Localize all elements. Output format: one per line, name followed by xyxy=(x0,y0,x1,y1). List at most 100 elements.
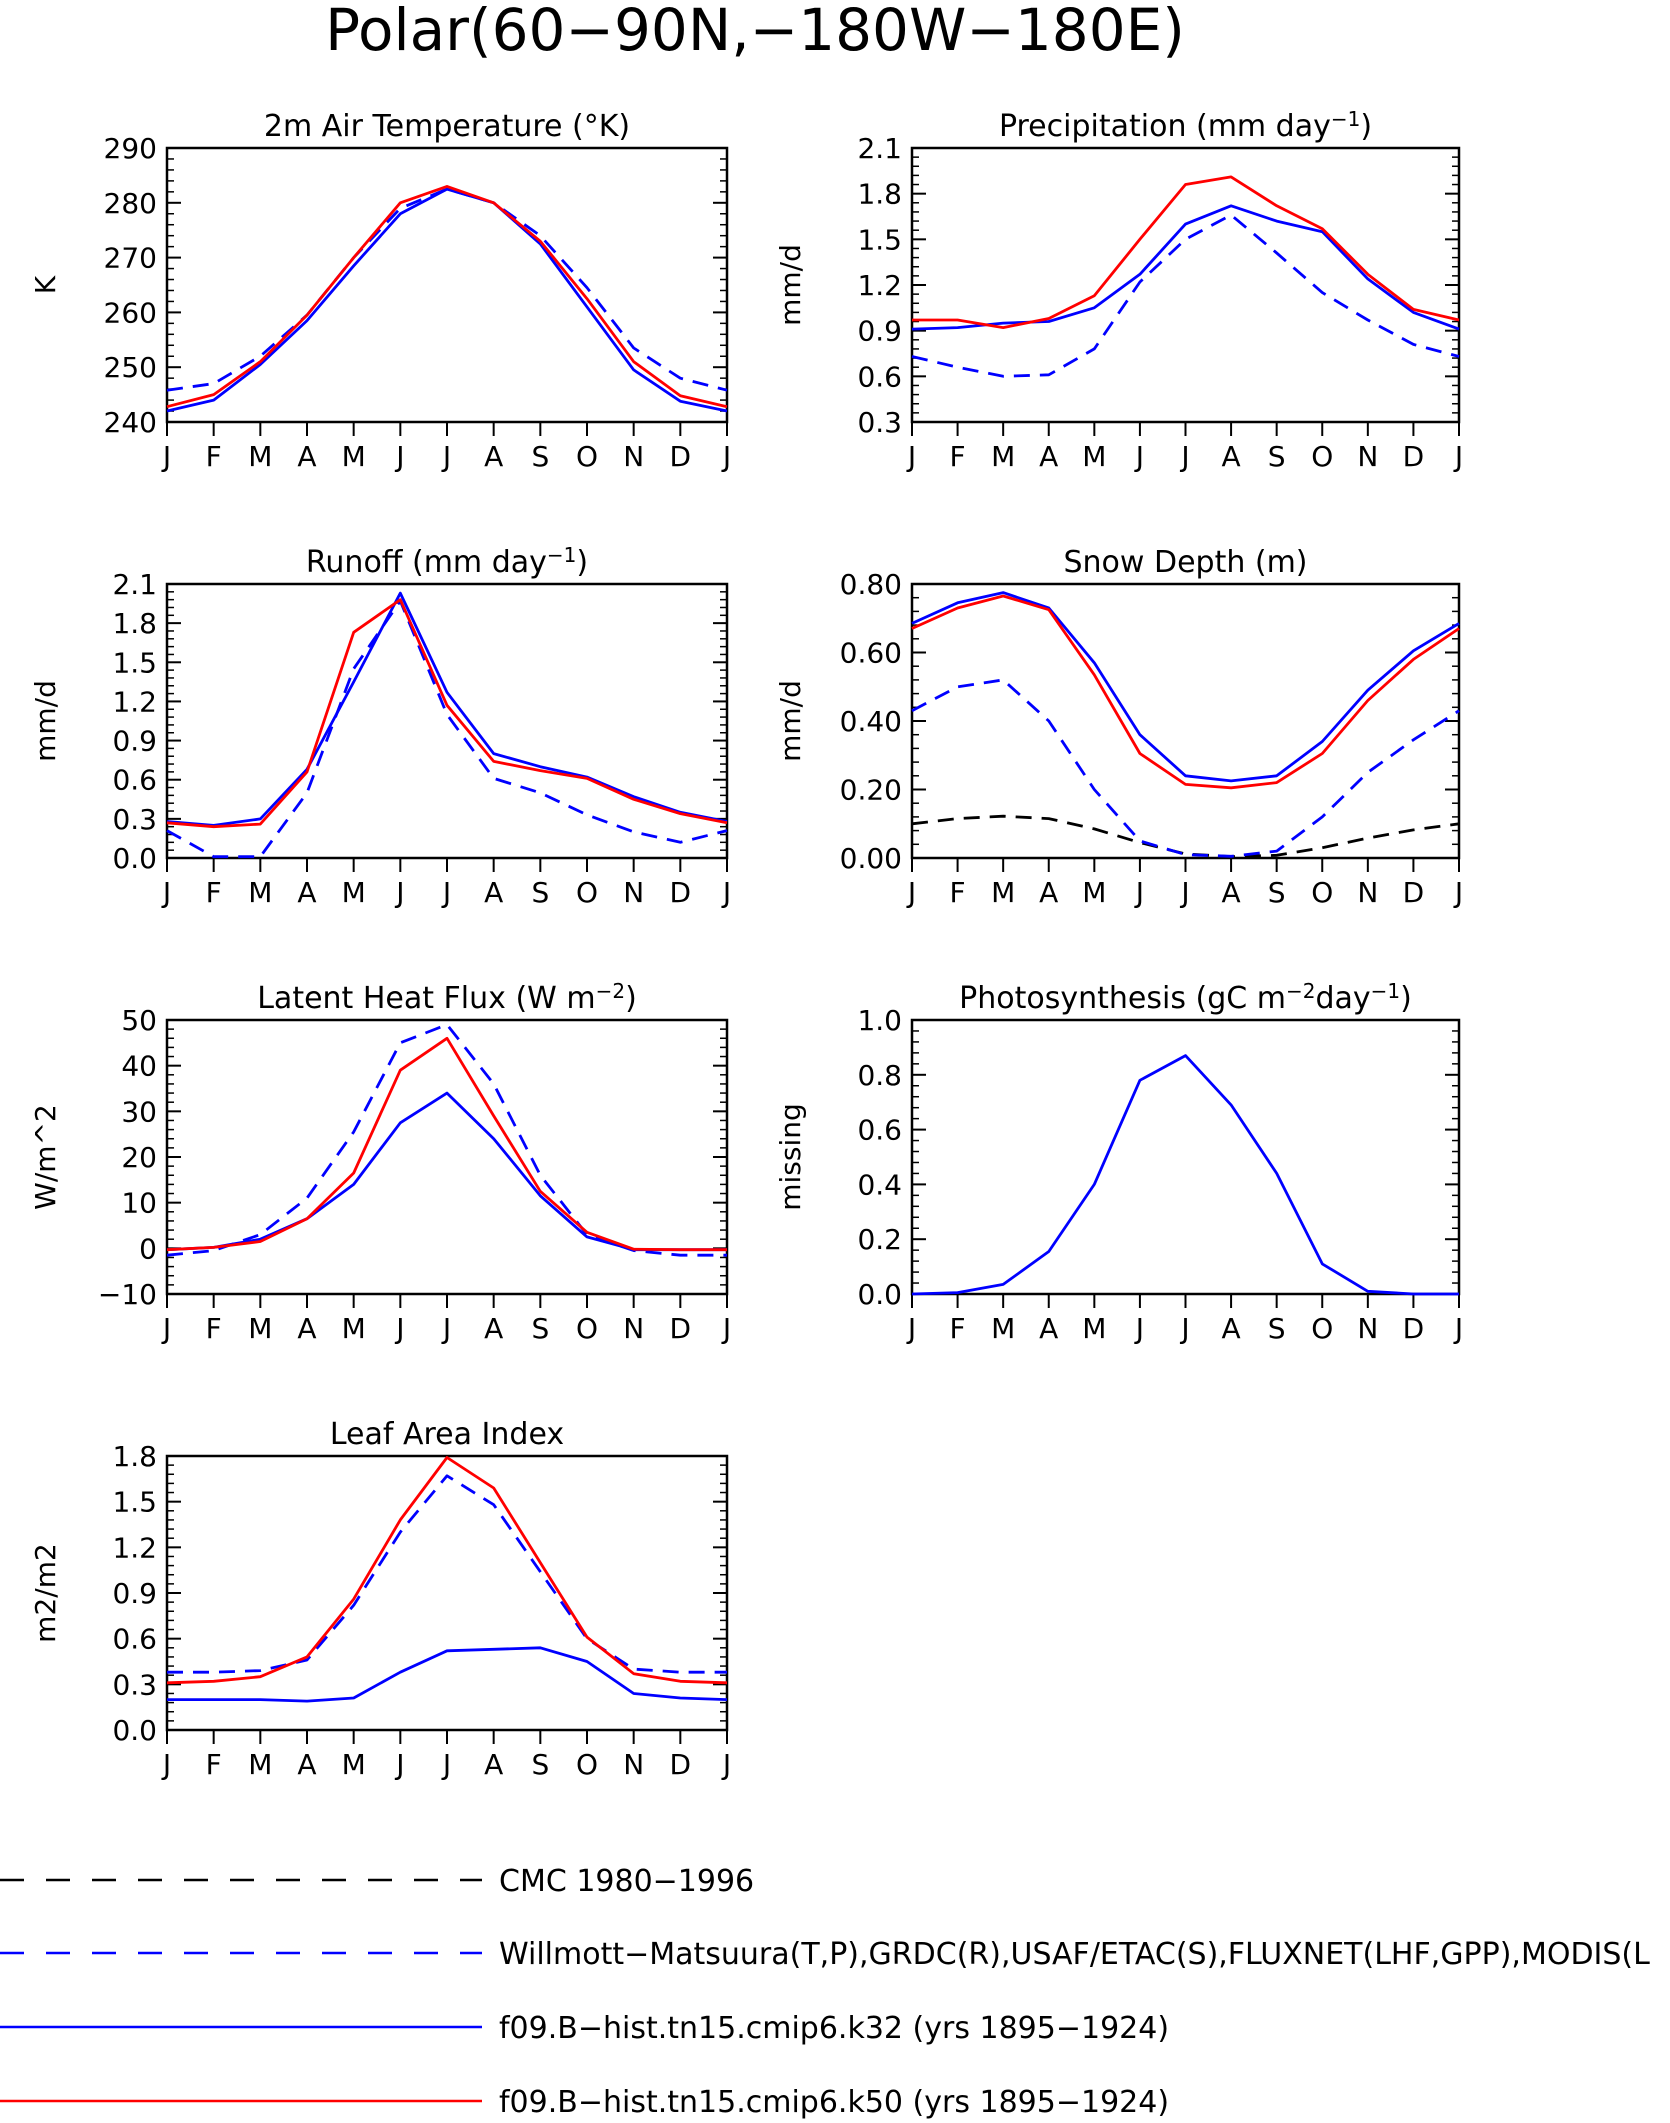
series-line-1 xyxy=(911,213,1460,378)
x-tick-label: J xyxy=(721,1312,731,1345)
x-tick-label: J xyxy=(906,1312,916,1345)
chart-title-part: 2m Air Temperature (°K) xyxy=(264,109,630,144)
x-tick-label: N xyxy=(623,440,644,473)
y-tick-label: 40 xyxy=(121,1050,157,1083)
y-tick-label: 50 xyxy=(121,1004,157,1037)
x-tick-label: M xyxy=(248,876,272,909)
x-tick-label: F xyxy=(950,876,966,909)
x-tick-label: J xyxy=(1179,876,1189,909)
y-axis-label: K xyxy=(29,275,62,294)
x-tick-label: M xyxy=(1082,440,1106,473)
x-tick-label: J xyxy=(1453,876,1463,909)
series-line-2 xyxy=(166,591,728,827)
y-axis-label: mm/d xyxy=(29,680,62,762)
chart-title-part: Snow Depth (m) xyxy=(1063,545,1307,580)
y-tick-label: 0.80 xyxy=(840,568,902,601)
x-tick-label: F xyxy=(206,1312,222,1345)
x-tick-label: A xyxy=(1222,1312,1241,1345)
x-tick-label: J xyxy=(441,1748,451,1781)
series-line-3 xyxy=(166,184,728,409)
x-tick-label: S xyxy=(531,876,549,909)
plot-frame xyxy=(165,582,729,860)
x-tick-label: S xyxy=(531,1748,549,1781)
chart-title: Leaf Area Index xyxy=(330,1417,564,1452)
chart-title-part: Runoff (mm day xyxy=(306,545,547,580)
chart-panel-2: Precipitation (mm day−1) 0.3 0.6 0.9 1.2 1.5 1… xyxy=(774,107,1463,473)
chart-title-superscript: −1 xyxy=(1331,107,1360,131)
series-line-2 xyxy=(166,187,728,413)
y-tick-label: 1.8 xyxy=(857,178,902,211)
x-tick-label: A xyxy=(1222,876,1241,909)
chart-panels: 2m Air Temperature (°K) 240 250 260 270 280 29… xyxy=(29,107,1463,1781)
x-tick-label: M xyxy=(248,440,272,473)
x-tick-label: S xyxy=(1268,440,1286,473)
x-tick-label: N xyxy=(1357,876,1378,909)
y-tick-label: 260 xyxy=(104,296,157,329)
x-tick-label: J xyxy=(394,440,404,473)
chart-title-part: Photosynthesis (gC m xyxy=(959,981,1286,1016)
legend-entry: CMC 1980−1996 xyxy=(0,1864,754,1899)
figure-title: Polar(60−90N,−180W−180E) xyxy=(325,0,1185,64)
y-tick-label: 10 xyxy=(121,1187,157,1220)
x-tick-label: M xyxy=(248,1312,272,1345)
x-tick-label: N xyxy=(623,1748,644,1781)
chart-title: Precipitation (mm day−1) xyxy=(999,107,1372,144)
chart-title-superscript: −2 xyxy=(596,979,625,1003)
legend-label: f09.B−hist.tn15.cmip6.k50 (yrs 1895−1924… xyxy=(499,2085,1169,2120)
plot-frame xyxy=(910,1018,1461,1296)
x-tick-label: M xyxy=(991,876,1015,909)
chart-title-part: Leaf Area Index xyxy=(330,1417,564,1452)
x-tick-label: F xyxy=(950,1312,966,1345)
x-tick-label: O xyxy=(576,1312,598,1345)
legend-entry: f09.B−hist.tn15.cmip6.k32 (yrs 1895−1924… xyxy=(0,2011,1169,2046)
chart-title-part: ) xyxy=(1400,981,1412,1016)
y-tick-label: 0.3 xyxy=(857,406,902,439)
chart-title: 2m Air Temperature (°K) xyxy=(264,109,630,144)
x-tick-label: M xyxy=(1082,1312,1106,1345)
y-tick-label: 2.1 xyxy=(112,568,157,601)
x-tick-label: A xyxy=(297,440,316,473)
y-tick-label: 1.5 xyxy=(112,646,157,679)
y-tick-label: 0.60 xyxy=(840,637,902,670)
x-tick-label: J xyxy=(1453,440,1463,473)
x-tick-label: J xyxy=(161,440,171,473)
x-tick-label: J xyxy=(1134,1312,1144,1345)
y-tick-label: 1.8 xyxy=(112,1440,157,1473)
y-tick-label: 20 xyxy=(121,1141,157,1174)
x-tick-label: J xyxy=(161,876,171,909)
x-tick-label: M xyxy=(342,1312,366,1345)
y-axis-label: mm/d xyxy=(774,680,807,762)
y-tick-label: 1.8 xyxy=(112,607,157,640)
x-tick-label: F xyxy=(206,440,222,473)
y-tick-label: 290 xyxy=(104,132,157,165)
x-tick-label: A xyxy=(297,1748,316,1781)
x-tick-label: D xyxy=(670,440,692,473)
y-tick-label: 0.6 xyxy=(857,1114,902,1147)
legend-label: f09.B−hist.tn15.cmip6.k32 (yrs 1895−1924… xyxy=(499,2011,1169,2046)
x-tick-label: A xyxy=(1039,876,1058,909)
x-tick-label: F xyxy=(206,876,222,909)
x-tick-label: S xyxy=(1268,1312,1286,1345)
x-tick-label: A xyxy=(1222,440,1241,473)
chart-title-superscript: −1 xyxy=(547,543,576,567)
legend: CMC 1980−1996 Willmott−Matsuura(T,P),GRDC… xyxy=(0,1864,1650,2120)
x-tick-label: N xyxy=(1357,440,1378,473)
x-tick-label: J xyxy=(721,876,731,909)
x-tick-label: O xyxy=(576,876,598,909)
x-tick-label: A xyxy=(484,876,503,909)
legend-label: Willmott−Matsuura(T,P),GRDC(R),USAF/ETAC… xyxy=(499,1937,1650,1972)
x-tick-label: J xyxy=(161,1312,171,1345)
y-tick-label: 1.2 xyxy=(857,269,902,302)
series-line-3 xyxy=(912,175,1460,330)
x-tick-label: J xyxy=(1134,876,1144,909)
series-line-1 xyxy=(911,1054,1459,1296)
y-tick-label: 1.2 xyxy=(112,1531,157,1564)
chart-title-superscript: −2 xyxy=(1286,979,1315,1003)
x-tick-label: O xyxy=(1311,440,1333,473)
y-tick-label: 0.3 xyxy=(112,1668,157,1701)
chart-title: Snow Depth (m) xyxy=(1063,545,1307,580)
plot-frame xyxy=(165,1454,729,1732)
y-tick-label: 0.20 xyxy=(840,774,902,807)
y-tick-label: 2.1 xyxy=(857,132,902,165)
